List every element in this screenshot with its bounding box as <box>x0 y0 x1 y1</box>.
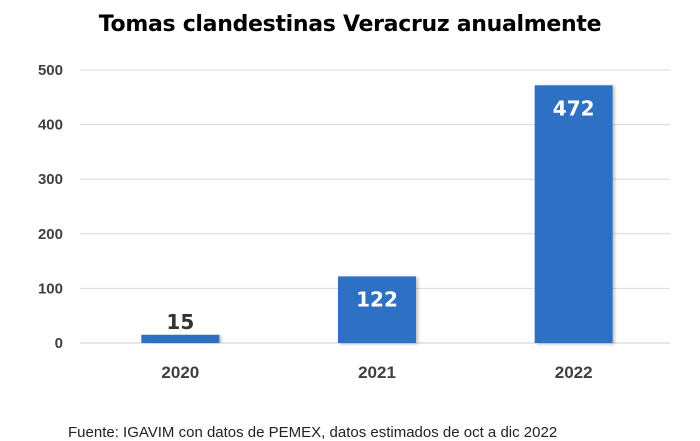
source-note: Fuente: IGAVIM con datos de PEMEX, datos… <box>68 424 558 441</box>
x-axis-ticks: 2020 2021 2022 <box>161 363 592 382</box>
y-tick-label: 200 <box>38 226 63 243</box>
data-label-2021: 122 <box>356 287 398 311</box>
data-label-2022: 472 <box>553 96 595 120</box>
y-tick-label: 0 <box>55 335 63 352</box>
y-tick-label: 500 <box>38 62 63 79</box>
y-axis-ticks: 0 100 200 300 400 500 <box>38 62 63 352</box>
x-tick-label-2022: 2022 <box>555 363 593 382</box>
bar-2022 <box>534 85 613 344</box>
bars <box>141 85 613 344</box>
y-tick-label: 300 <box>38 171 63 188</box>
data-label-2020: 15 <box>166 310 194 334</box>
bar-2021 <box>338 276 416 343</box>
chart-title: Tomas clandestinas Veracruz anualmente <box>98 12 602 37</box>
data-labels: 15 122 472 <box>166 96 594 334</box>
y-tick-label: 100 <box>38 280 63 297</box>
bar-2020 <box>141 334 220 343</box>
y-tick-label: 400 <box>38 117 63 134</box>
x-tick-label-2020: 2020 <box>161 363 199 382</box>
x-tick-label-2021: 2021 <box>358 363 396 382</box>
